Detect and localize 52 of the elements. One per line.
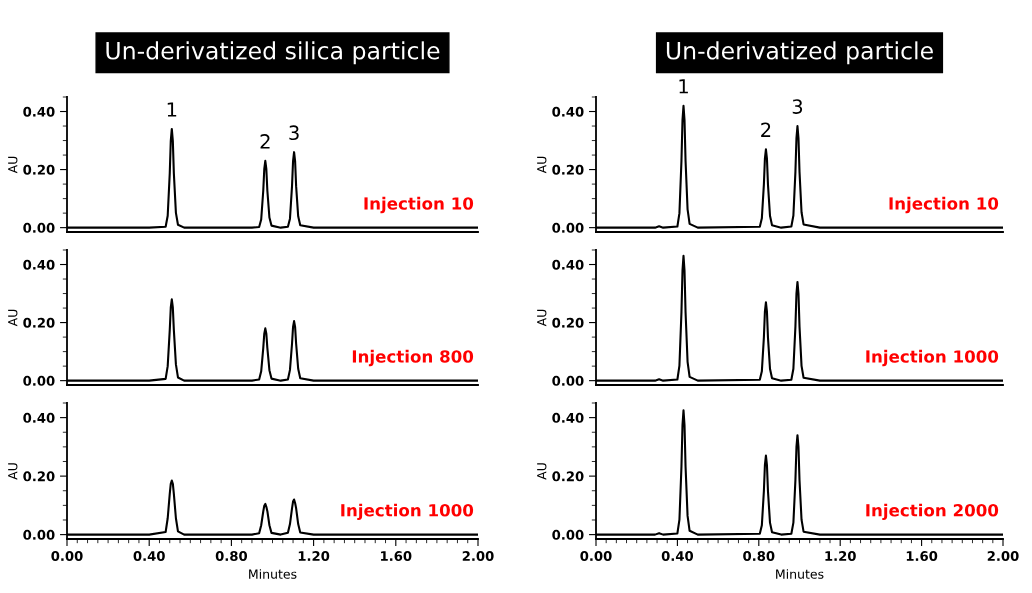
- y-tick-label: 0.00: [23, 222, 55, 233]
- annotation: Injection 10: [889, 196, 999, 214]
- x-tick-label: 2.00: [462, 551, 494, 562]
- y-axis-title: AU: [8, 156, 18, 174]
- annotation: 3: [792, 99, 803, 114]
- annotation: 2: [260, 134, 270, 149]
- x-tick-label: 0.80: [743, 551, 775, 562]
- x-tick-label: 1.20: [298, 551, 330, 562]
- y-tick-label: 0.20: [23, 317, 55, 328]
- x-tick-label: 1.60: [906, 551, 938, 562]
- y-tick-label: 0.00: [552, 375, 584, 386]
- y-tick-label: 0.40: [552, 259, 584, 270]
- annotation: 3: [289, 125, 299, 141]
- y-tick-label: 0.20: [552, 164, 584, 175]
- x-tick-label: 1.20: [825, 551, 856, 562]
- y-tick-label: 0.20: [23, 164, 55, 175]
- annotation: Injection 10: [364, 196, 474, 214]
- x-tick-label: 0.40: [133, 551, 165, 562]
- y-tick-label: 0.00: [23, 529, 55, 540]
- y-tick-label: 0.00: [23, 375, 55, 386]
- annotation: Injection 1000: [341, 503, 474, 520]
- y-tick-label: 0.00: [552, 529, 584, 540]
- x-tick-label: 0.80: [215, 551, 248, 562]
- x-tick-label: 1.60: [381, 551, 412, 562]
- y-tick-label: 0.20: [23, 471, 55, 482]
- y-tick-label: 0.40: [552, 412, 584, 423]
- y-tick-label: 0.40: [552, 106, 584, 117]
- chart-title: Un-derivatized particle: [666, 41, 933, 65]
- y-tick-label: 0.20: [552, 471, 584, 482]
- y-axis-title: AU: [537, 309, 547, 327]
- y-tick-label: 0.00: [552, 222, 584, 233]
- x-tick-label: 2.00: [987, 551, 1019, 562]
- y-tick-label: 0.40: [23, 412, 55, 423]
- annotation: 2: [761, 122, 771, 137]
- y-axis-title: AU: [8, 463, 18, 480]
- x-tick-label: 0.00: [580, 551, 612, 562]
- x-tick-label: 0.00: [51, 551, 83, 562]
- y-tick-label: 0.20: [552, 317, 584, 328]
- y-axis-title: AU: [537, 156, 547, 174]
- y-tick-label: 0.40: [23, 106, 55, 117]
- chart-title: Un-derivatized silica particle: [106, 41, 440, 65]
- y-axis-title: AU: [537, 463, 547, 480]
- x-axis-title: Minutes: [249, 569, 297, 579]
- annotation: 1: [679, 79, 688, 94]
- annotation: Injection 800: [352, 349, 474, 367]
- x-tick-label: 0.40: [661, 551, 694, 562]
- annotation: Injection 2000: [866, 503, 999, 520]
- x-axis-title: Minutes: [776, 569, 824, 579]
- y-axis-title: AU: [8, 309, 18, 327]
- annotation: 1: [167, 102, 177, 117]
- annotation: Injection 1000: [866, 349, 999, 367]
- y-tick-label: 0.40: [23, 259, 55, 270]
